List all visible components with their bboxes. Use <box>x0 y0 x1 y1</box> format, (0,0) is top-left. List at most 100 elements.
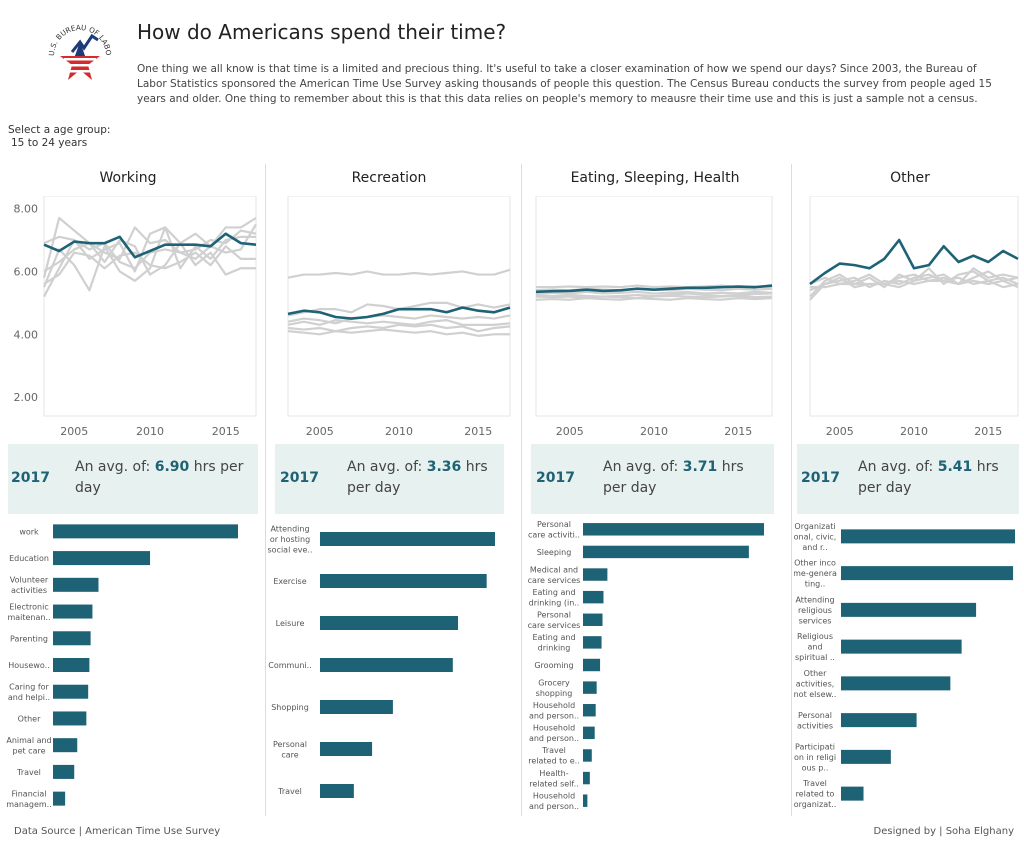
category-label: activities <box>797 721 833 730</box>
category-label: social eve.. <box>268 546 313 555</box>
bar[interactable] <box>583 794 588 807</box>
bar[interactable] <box>53 684 89 699</box>
avg-card-text: An avg. of: 6.90 hrs per day <box>75 459 244 496</box>
series-line-other <box>43 245 256 285</box>
category-label: Grooming <box>534 661 573 670</box>
age-group-select[interactable]: 15 to 24 years <box>11 137 88 149</box>
category-label: Medical and <box>530 565 578 574</box>
column-divider <box>791 164 792 816</box>
bar[interactable] <box>53 738 78 753</box>
bar[interactable] <box>841 639 962 654</box>
series-line-selected <box>809 238 1019 286</box>
category-label: Personal <box>537 611 571 620</box>
category-label: work <box>19 527 39 536</box>
bar[interactable] <box>53 658 90 672</box>
bar[interactable] <box>841 566 1014 581</box>
y-tick-label: 2.00 <box>14 391 39 404</box>
series-line-other <box>287 323 511 333</box>
bar[interactable] <box>583 749 592 762</box>
x-tick-label: 2005 <box>556 425 584 438</box>
bar[interactable] <box>53 577 99 592</box>
bar[interactable] <box>53 791 66 806</box>
category-label: care <box>281 750 298 759</box>
category-label: Volunteer <box>10 576 49 585</box>
plot-area <box>809 196 1019 417</box>
category-label: Eating and <box>532 633 575 642</box>
category-label: Communi.. <box>268 661 312 670</box>
avg-value: 3.71 <box>682 459 718 475</box>
panel-title-working: Working <box>99 170 157 186</box>
category-label: related self.. <box>529 779 578 788</box>
bar[interactable] <box>53 711 87 726</box>
bar[interactable] <box>320 742 373 756</box>
bar[interactable] <box>841 676 951 691</box>
avg-card <box>8 444 258 514</box>
x-tick-label: 2010 <box>900 425 928 438</box>
y-tick-label: 8.00 <box>14 203 39 216</box>
bar[interactable] <box>320 616 459 630</box>
category-label: Animal and <box>6 736 51 745</box>
category-label: Travel <box>277 787 302 796</box>
bar[interactable] <box>53 604 93 619</box>
bar[interactable] <box>841 749 891 764</box>
category-label: Health- <box>539 769 568 778</box>
series-line-other <box>42 226 256 292</box>
bar[interactable] <box>320 784 354 798</box>
category-label: Eating and <box>532 588 575 597</box>
x-tick-label: 2010 <box>136 425 164 438</box>
age-group-label: Select a age group: <box>8 124 111 136</box>
bar[interactable] <box>53 764 75 779</box>
category-label: Personal <box>537 520 571 529</box>
category-label: shopping <box>536 689 573 698</box>
category-label: services <box>799 616 832 625</box>
line-chart-other: 2005 2010 2015 <box>809 196 1019 438</box>
avg-value: 6.90 <box>154 459 190 475</box>
bar[interactable] <box>583 658 601 672</box>
bar[interactable] <box>583 636 602 649</box>
bar[interactable] <box>583 613 603 626</box>
avg-card-text: An avg. of: 5.41 hrs per day <box>858 459 999 496</box>
bar[interactable] <box>53 551 151 566</box>
category-label: ous p.. <box>802 763 829 772</box>
bar[interactable] <box>583 545 749 559</box>
panel-title-other: Other <box>890 170 930 186</box>
bar[interactable] <box>841 713 917 728</box>
category-label: managem.. <box>6 800 52 809</box>
bar[interactable] <box>583 681 597 694</box>
x-tick-label: 2005 <box>306 425 334 438</box>
category-label: Religious <box>797 632 833 641</box>
category-label: care services <box>528 621 581 630</box>
line-chart-working: 2.00 4.00 6.00 8.00 2005 2010 2015 <box>14 196 257 438</box>
category-label: care services <box>528 576 581 585</box>
category-label: Other inco <box>794 559 836 568</box>
series-line-other <box>287 314 511 325</box>
bar[interactable] <box>841 529 1015 544</box>
category-label: Caring for <box>9 682 49 691</box>
category-label: related to e.. <box>528 757 579 766</box>
category-label: Financial <box>11 789 46 798</box>
bar[interactable] <box>841 786 864 801</box>
bar[interactable] <box>320 532 495 546</box>
bls-logo: U.S. BUREAU OF LABOR STATISTICS <box>48 12 112 80</box>
bar[interactable] <box>583 590 604 604</box>
bar[interactable] <box>320 658 453 672</box>
bar[interactable] <box>583 726 595 740</box>
category-label: and person.. <box>529 802 579 811</box>
bar[interactable] <box>320 700 393 714</box>
bar[interactable] <box>53 631 91 646</box>
category-label: Travel <box>16 768 41 777</box>
bar[interactable] <box>841 602 977 617</box>
category-label: drinking (in.. <box>529 598 580 607</box>
bar[interactable] <box>320 574 487 588</box>
avg-card-year: 2017 <box>11 470 50 486</box>
avg-card-text: An avg. of: 3.36 hrs per day <box>347 459 488 496</box>
bar[interactable] <box>583 523 764 536</box>
bar[interactable] <box>53 524 238 539</box>
bar[interactable] <box>583 771 590 785</box>
category-label: me-genera <box>794 569 837 578</box>
avg-card-year: 2017 <box>801 470 840 486</box>
series-line-selected <box>287 306 511 320</box>
category-label: not elsew.. <box>794 690 836 699</box>
bar[interactable] <box>583 568 608 581</box>
bar[interactable] <box>583 704 596 717</box>
